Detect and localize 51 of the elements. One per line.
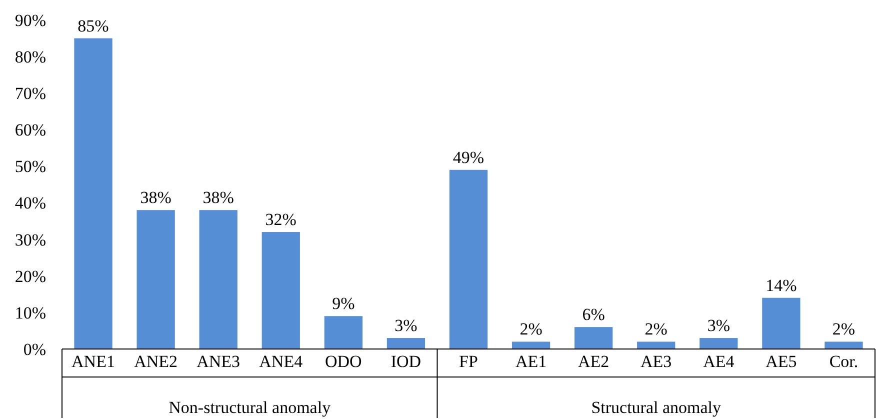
bar bbox=[449, 170, 488, 349]
bar bbox=[74, 38, 112, 349]
x-tick-label: ANE4 bbox=[259, 352, 304, 371]
data-label: 14% bbox=[766, 276, 797, 295]
data-label: 85% bbox=[78, 16, 109, 36]
y-tick-label: 40% bbox=[14, 194, 46, 213]
data-label: 6% bbox=[582, 305, 605, 324]
bar bbox=[136, 210, 175, 349]
data-label: 9% bbox=[332, 294, 355, 314]
y-tick-label: 0% bbox=[23, 340, 46, 359]
x-tick-label: Cor. bbox=[829, 352, 858, 371]
data-label: 3% bbox=[394, 316, 418, 336]
data-label: 2% bbox=[644, 320, 668, 339]
data-label: 2% bbox=[520, 320, 542, 339]
text: Non-structural anomaly bbox=[168, 398, 332, 417]
y-tick-label: 60% bbox=[14, 120, 46, 140]
data-label: 38% bbox=[140, 188, 172, 208]
x-tick-label: ANE3 bbox=[196, 352, 240, 371]
x-tick-label: ANE2 bbox=[134, 352, 178, 371]
bar bbox=[386, 338, 426, 349]
y-tick-label: 30% bbox=[14, 230, 46, 250]
y-tick-label: 70% bbox=[14, 84, 46, 104]
data-label: 3% bbox=[707, 316, 730, 336]
x-tick-label: IOD bbox=[390, 352, 422, 371]
data-label: 49% bbox=[452, 148, 484, 167]
data-label: 2% bbox=[832, 320, 856, 339]
x-tick-label: FP bbox=[459, 352, 478, 371]
data-label: 32% bbox=[265, 210, 296, 230]
y-tick-label: 20% bbox=[14, 266, 46, 286]
x-tick-label: ODO bbox=[325, 352, 362, 371]
x-tick-label: AE5 bbox=[766, 352, 797, 371]
bar bbox=[574, 327, 613, 349]
bar bbox=[762, 298, 800, 349]
y-tick-label: 10% bbox=[14, 303, 46, 322]
bar bbox=[512, 342, 550, 349]
bar bbox=[824, 342, 863, 349]
data-label: 38% bbox=[202, 188, 234, 208]
x-tick-label: ANE1 bbox=[72, 352, 115, 371]
x-tick-label: AE2 bbox=[578, 352, 610, 371]
x-tick-label: AE1 bbox=[515, 352, 547, 371]
x-tick-label: AE3 bbox=[640, 352, 672, 371]
bar bbox=[637, 342, 676, 349]
x-tick-label: AE4 bbox=[703, 352, 735, 371]
y-tick-label: 50% bbox=[14, 157, 46, 176]
bar bbox=[199, 210, 238, 349]
y-tick-label: 80% bbox=[14, 48, 46, 67]
bar bbox=[700, 338, 738, 349]
bar bbox=[324, 316, 362, 349]
bar bbox=[262, 232, 300, 349]
text: Structural anomaly bbox=[591, 398, 722, 417]
y-tick-label: 90% bbox=[14, 10, 46, 30]
